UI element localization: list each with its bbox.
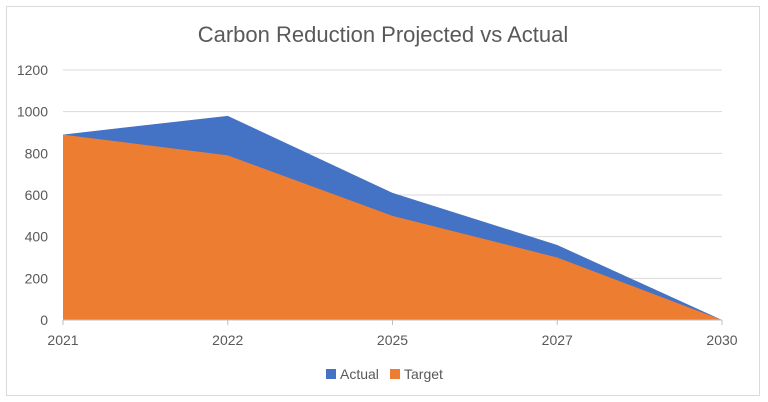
y-tick-label: 600 — [25, 187, 49, 203]
legend-item-target: Target — [390, 366, 443, 382]
x-tick-label: 2027 — [542, 332, 573, 348]
legend-swatch — [326, 369, 336, 379]
y-tick-label: 0 — [40, 312, 48, 328]
legend-label: Target — [404, 366, 443, 382]
axes: 0 200 400 600 800 1000 1200 2021 2022 2025 2027 203… — [17, 62, 738, 348]
y-tick-label: 800 — [25, 145, 49, 161]
x-tick-label: 2022 — [212, 332, 243, 348]
y-tick-label: 200 — [25, 270, 49, 286]
legend-label: Actual — [340, 366, 379, 382]
series-areas — [63, 115, 722, 320]
y-tick-label: 1000 — [17, 104, 48, 120]
x-tick-label: 2025 — [377, 332, 408, 348]
y-tick-label: 1200 — [17, 62, 48, 78]
area-target — [63, 134, 722, 320]
x-tick-label: 2021 — [47, 332, 78, 348]
legend-swatch — [390, 369, 400, 379]
y-tick-label: 400 — [25, 229, 49, 245]
legend-item-actual: Actual — [326, 366, 379, 382]
legend: Actual Target — [326, 366, 443, 382]
chart-title: Carbon Reduction Projected vs Actual — [198, 22, 569, 47]
x-tick-label: 2030 — [706, 332, 737, 348]
